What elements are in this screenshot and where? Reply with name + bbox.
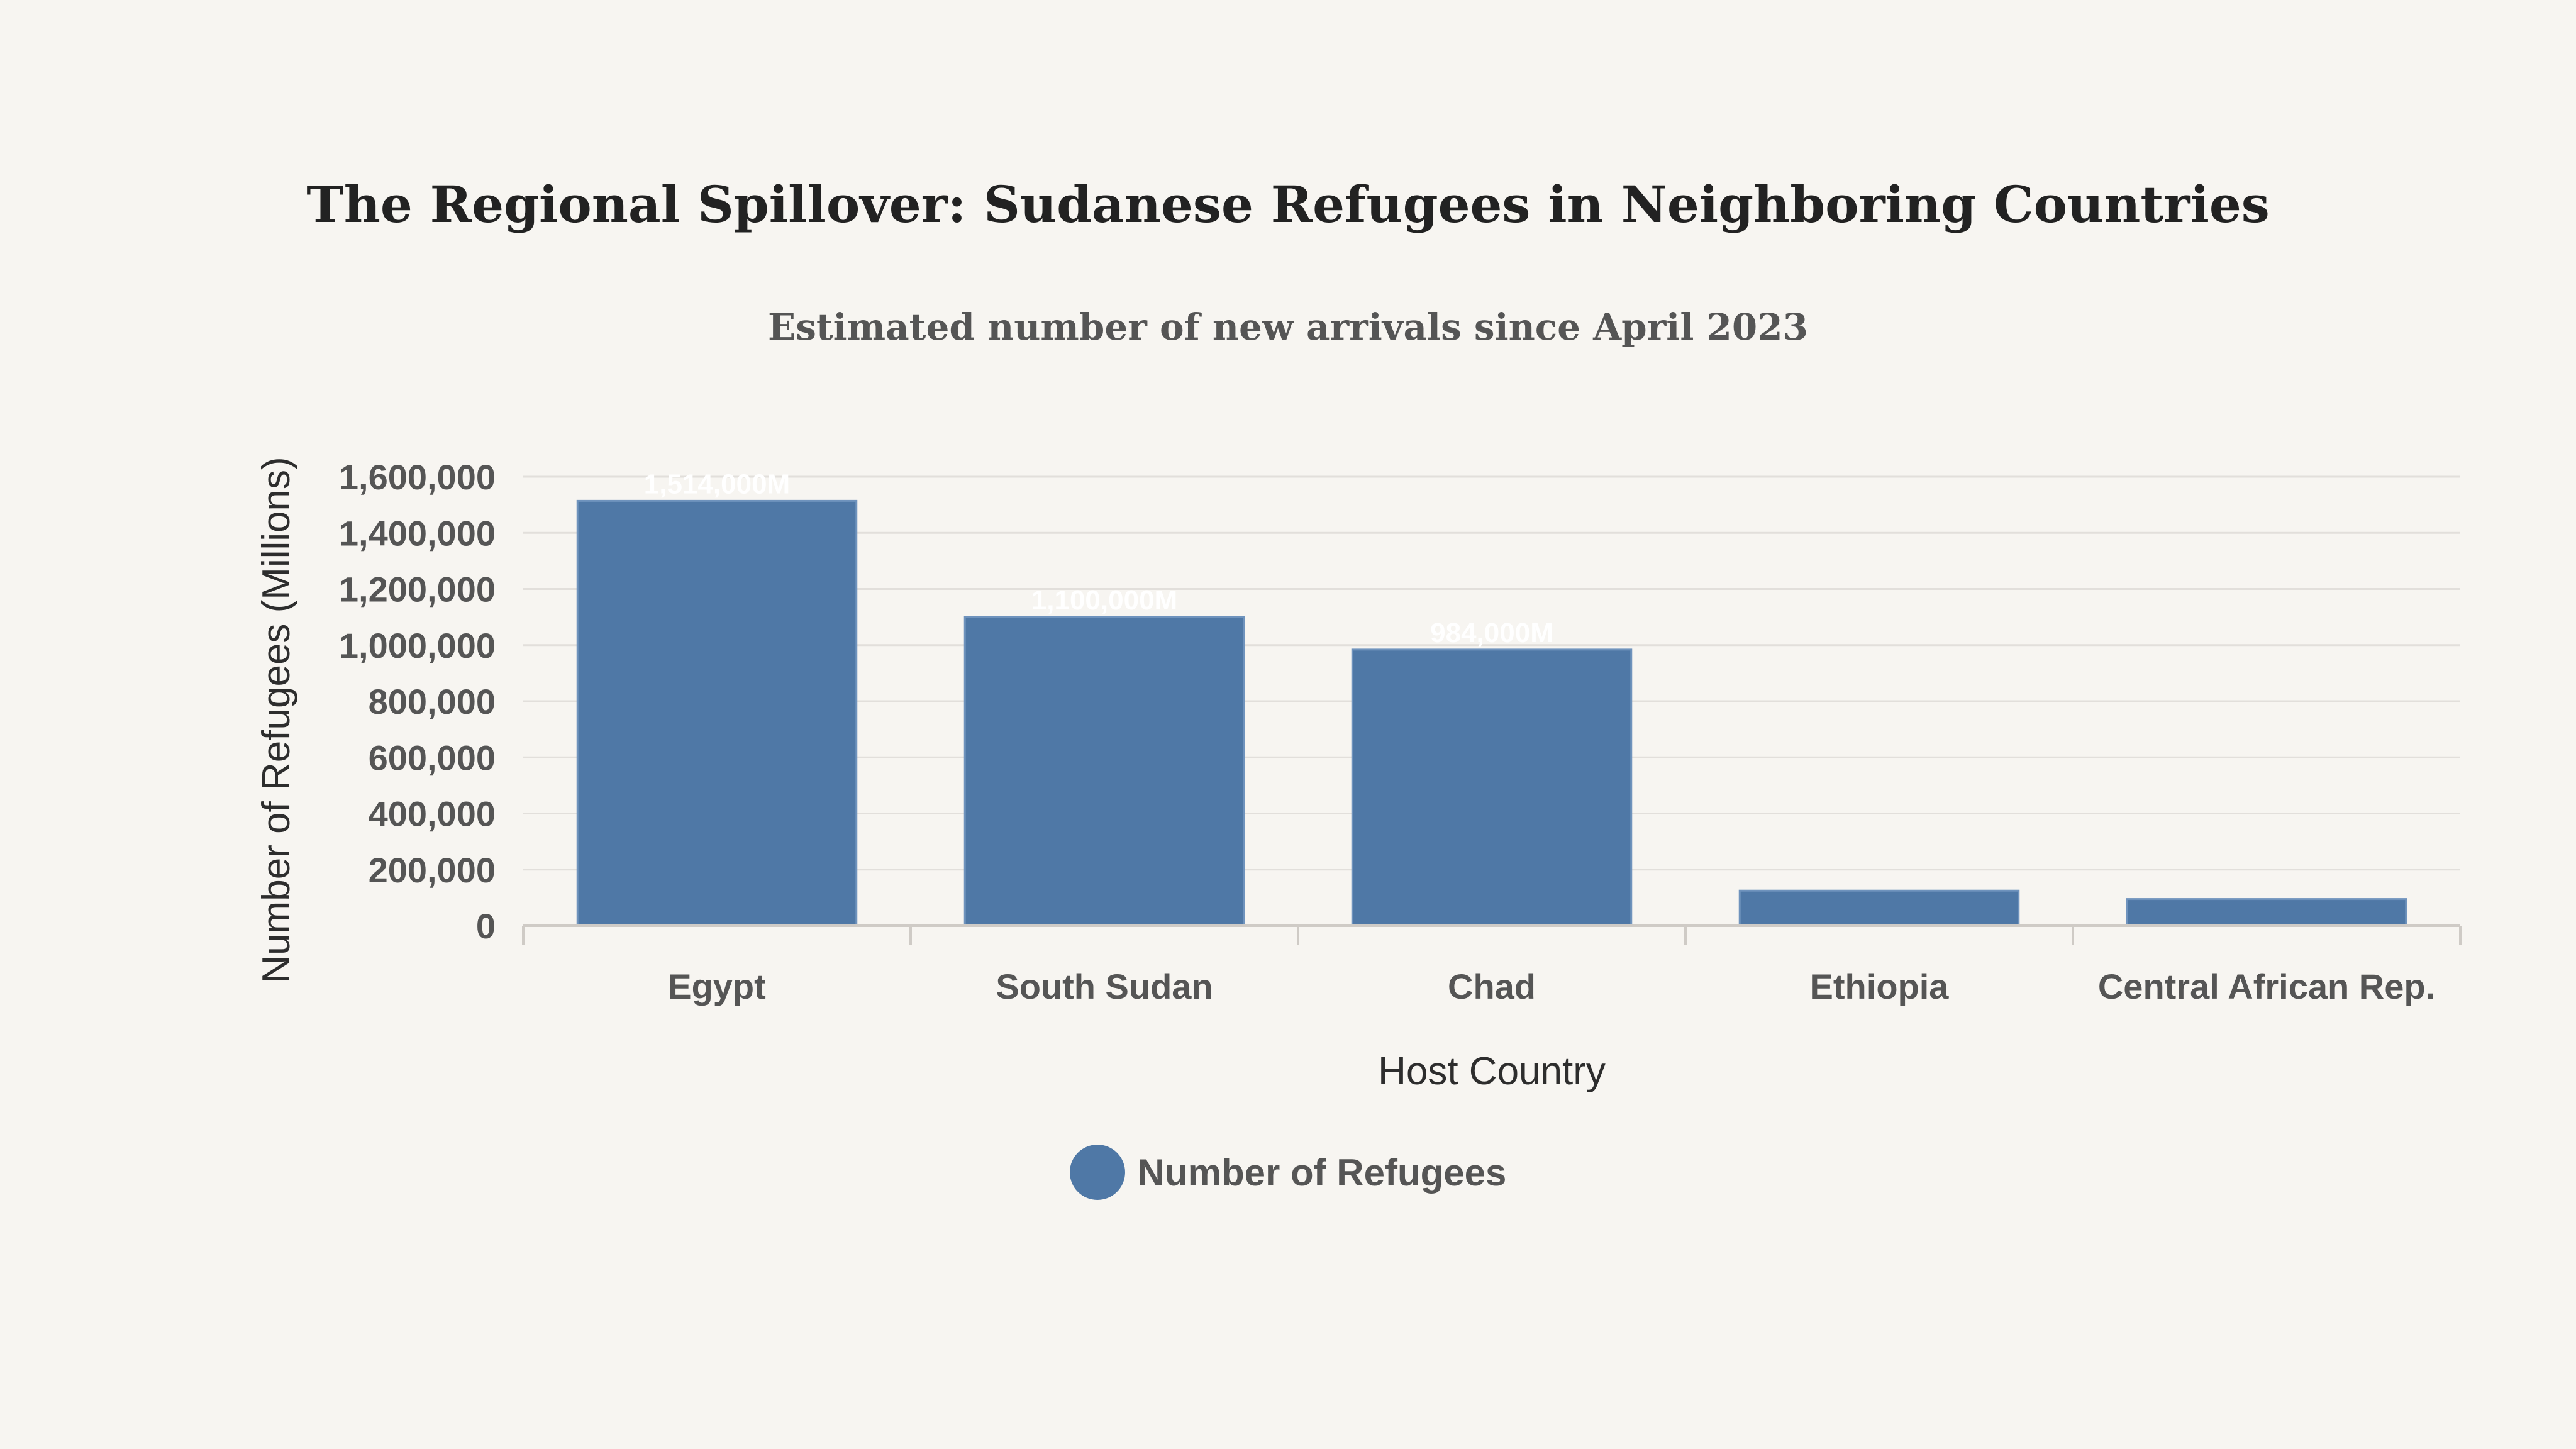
legend-label: Number of Refugees [1137,1151,1507,1194]
legend-swatch [1069,1145,1125,1200]
bar[interactable] [576,499,858,927]
chart-subtitle: Estimated number of new arrivals since A… [768,306,1808,348]
x-tick-label: Chad [1448,967,1536,1006]
bar[interactable] [1738,889,2020,927]
y-tick-label: 1,400,000 [339,513,496,553]
bar-value-label: 1,100,000M [1031,585,1177,616]
bar-value-label: 984,000M [1430,618,1553,648]
legend: Number of Refugees [0,1145,2576,1200]
axes: 0 200,000 400,000 600,000 800,000 1,000,000 1,… [339,457,2462,1006]
bar[interactable] [2126,898,2407,927]
y-tick-label: 400,000 [369,794,496,834]
y-tick-label: 800,000 [369,682,496,721]
data-labels: 1,514,000M 1,100,000M 984,000M [644,469,1553,648]
bars [576,499,2407,927]
chart-title: The Regional Spillover: Sudanese Refugee… [306,175,2270,234]
bar[interactable] [1351,648,1633,927]
bar[interactable] [963,616,1245,927]
y-tick-label: 1,600,000 [339,457,496,497]
y-axis-title: Number of Refugees (Millions) [255,457,298,983]
x-tick-label: Ethiopia [1810,967,1950,1006]
bar-value-label: 1,514,000M [644,469,790,499]
x-tick-label: Central African Rep. [2098,967,2435,1006]
x-tick-label: Egypt [668,967,766,1006]
y-tick-label: 1,200,000 [339,570,496,609]
y-tick-label: 1,000,000 [339,626,496,665]
y-tick-label: 200,000 [369,850,496,890]
y-tick-label: 0 [476,906,496,946]
y-tick-label: 600,000 [369,738,496,777]
x-tick-label: South Sudan [996,967,1213,1006]
x-axis-title: Host Country [1378,1050,1606,1093]
